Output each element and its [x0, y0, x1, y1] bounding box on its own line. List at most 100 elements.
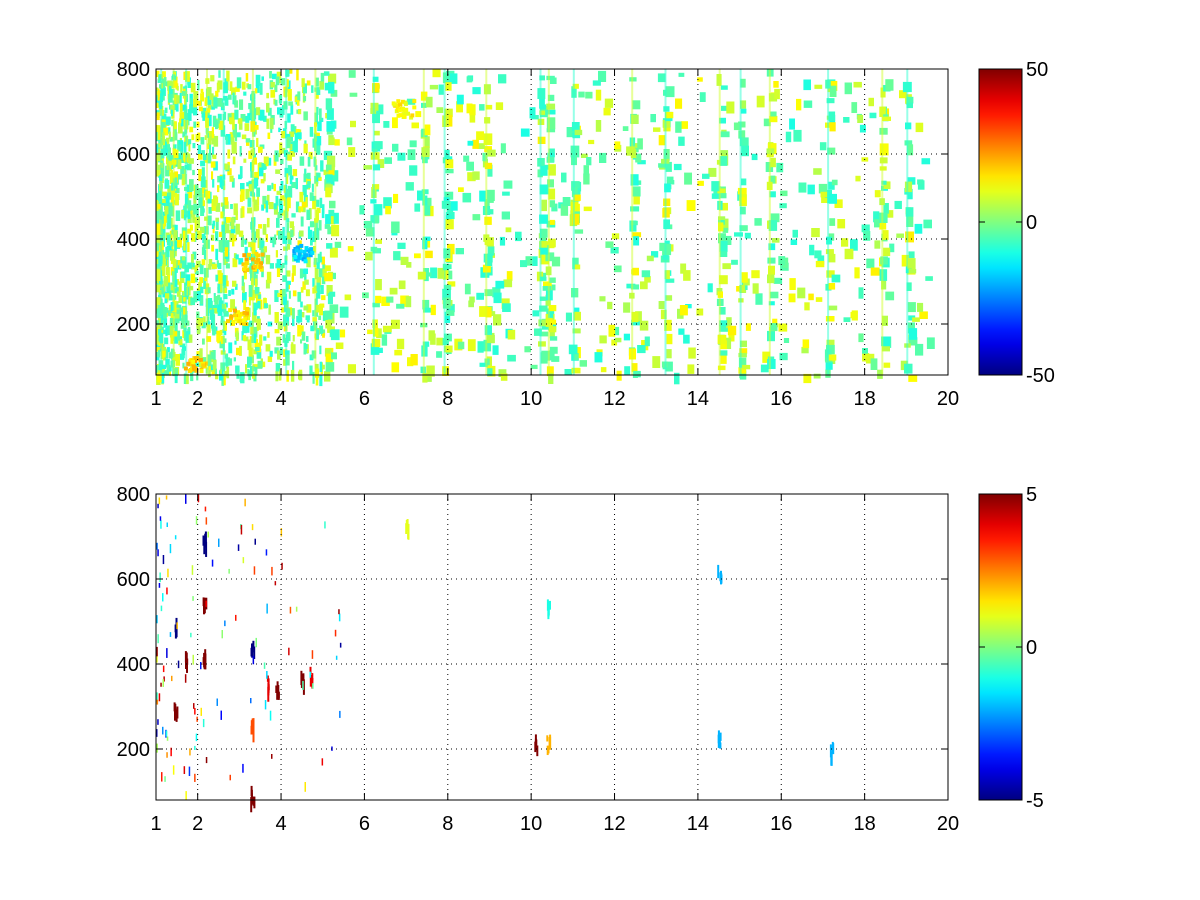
heatmap-cell	[631, 144, 639, 153]
heatmap-cell	[740, 108, 747, 114]
heatmap-cell	[189, 104, 194, 114]
heatmap-cell	[737, 187, 747, 195]
heatmap-cell	[720, 150, 729, 155]
heatmap-cell	[373, 141, 383, 150]
heatmap-cell	[468, 300, 474, 308]
heatmap-cell	[297, 100, 300, 106]
heatmap-feature-cell	[183, 366, 188, 371]
heatmap-cell	[373, 327, 379, 337]
heatmap-cell	[906, 216, 914, 227]
heatmap-cell	[331, 352, 337, 360]
heatmap-cell	[198, 318, 204, 327]
heatmap-streak	[160, 69, 163, 375]
heatmap-cell	[189, 98, 192, 105]
heatmap-cell	[215, 90, 219, 97]
heatmap-cell	[205, 287, 211, 294]
heatmap-cell	[252, 153, 256, 161]
heatmap-cell	[169, 371, 171, 376]
heatmap-cell	[315, 77, 319, 87]
heatmap-cell	[185, 331, 191, 343]
heatmap-cell	[751, 270, 760, 279]
heatmap-cell	[790, 239, 798, 245]
heatmap-cell	[717, 334, 727, 345]
heatmap-speck	[338, 613, 341, 622]
heatmap-speck	[156, 542, 158, 550]
heatmap-feature-cell	[307, 249, 312, 254]
heatmap-point	[719, 742, 722, 749]
heatmap-cell	[224, 216, 227, 229]
heatmap-cell	[241, 81, 246, 90]
heatmap-point	[276, 692, 279, 700]
heatmap-point	[405, 523, 408, 534]
heatmap-cell	[719, 251, 728, 257]
heatmap-cell	[296, 315, 301, 323]
heatmap-speck	[244, 498, 246, 507]
heatmap-cell	[662, 119, 671, 128]
heatmap-cell	[907, 302, 916, 313]
heatmap-cell	[225, 223, 230, 234]
top-heatmap-axes-frame	[155, 68, 949, 376]
heatmap-cell	[253, 364, 258, 369]
heatmap-cell	[477, 341, 484, 353]
heatmap-cell	[907, 322, 915, 334]
heatmap-cell	[234, 340, 237, 345]
heatmap-cell	[548, 284, 556, 291]
heatmap-cell	[282, 226, 285, 238]
heatmap-cell	[740, 206, 746, 215]
heatmap-cell	[813, 168, 822, 175]
heatmap-cell	[232, 258, 238, 268]
heatmap-cell	[623, 302, 631, 313]
heatmap-cell	[163, 370, 168, 376]
heatmap-cell	[886, 210, 894, 218]
heatmap-cell	[273, 98, 276, 105]
heatmap-cell	[286, 317, 289, 322]
heatmap-cell	[718, 220, 725, 225]
heatmap-cell	[261, 204, 265, 211]
heatmap-cell	[560, 204, 569, 216]
heatmap-cell	[828, 354, 837, 361]
heatmap-cell	[321, 256, 325, 265]
heatmap-cell	[160, 350, 166, 358]
heatmap-cell	[499, 236, 506, 246]
heatmap-speck	[156, 646, 158, 657]
heatmap-feature-cell	[259, 267, 264, 272]
heatmap-cell	[815, 297, 823, 302]
heatmap-cell	[400, 256, 409, 265]
colorbar-tick-label: 50	[1026, 59, 1048, 81]
heatmap-point	[186, 658, 188, 673]
heatmap-cell	[722, 227, 729, 233]
heatmap-cell	[180, 318, 185, 329]
heatmap-cell	[183, 71, 186, 80]
heatmap-cell	[204, 135, 207, 140]
heatmap-cell	[263, 116, 267, 122]
heatmap-cell	[688, 347, 696, 359]
heatmap-cell	[771, 238, 780, 243]
heatmap-cell	[257, 300, 261, 309]
heatmap-cell	[384, 157, 392, 164]
heatmap-cell	[169, 206, 175, 217]
heatmap-cell	[280, 180, 284, 191]
heatmap-cell	[260, 179, 265, 184]
heatmap-cell	[290, 369, 295, 382]
heatmap-cell	[631, 114, 639, 124]
heatmap-cell	[164, 141, 167, 154]
heatmap-cell	[665, 295, 673, 301]
heatmap-cell	[315, 329, 319, 340]
heatmap-cell	[829, 122, 836, 132]
heatmap-cell	[548, 188, 556, 200]
heatmap-cell	[173, 230, 178, 242]
heatmap-cell	[238, 258, 244, 265]
heatmap-cell	[487, 368, 493, 376]
heatmap-streak	[881, 69, 884, 375]
heatmap-cell	[207, 316, 210, 323]
heatmap-cell	[756, 95, 765, 108]
heatmap-cell	[329, 247, 338, 258]
heatmap-point	[717, 735, 720, 748]
x-tick-label: 4	[275, 388, 286, 410]
heatmap-cell	[201, 109, 205, 114]
heatmap-cell	[423, 268, 430, 275]
heatmap-cell	[156, 208, 159, 213]
heatmap-cell	[201, 322, 206, 329]
heatmap-cell	[165, 358, 170, 368]
